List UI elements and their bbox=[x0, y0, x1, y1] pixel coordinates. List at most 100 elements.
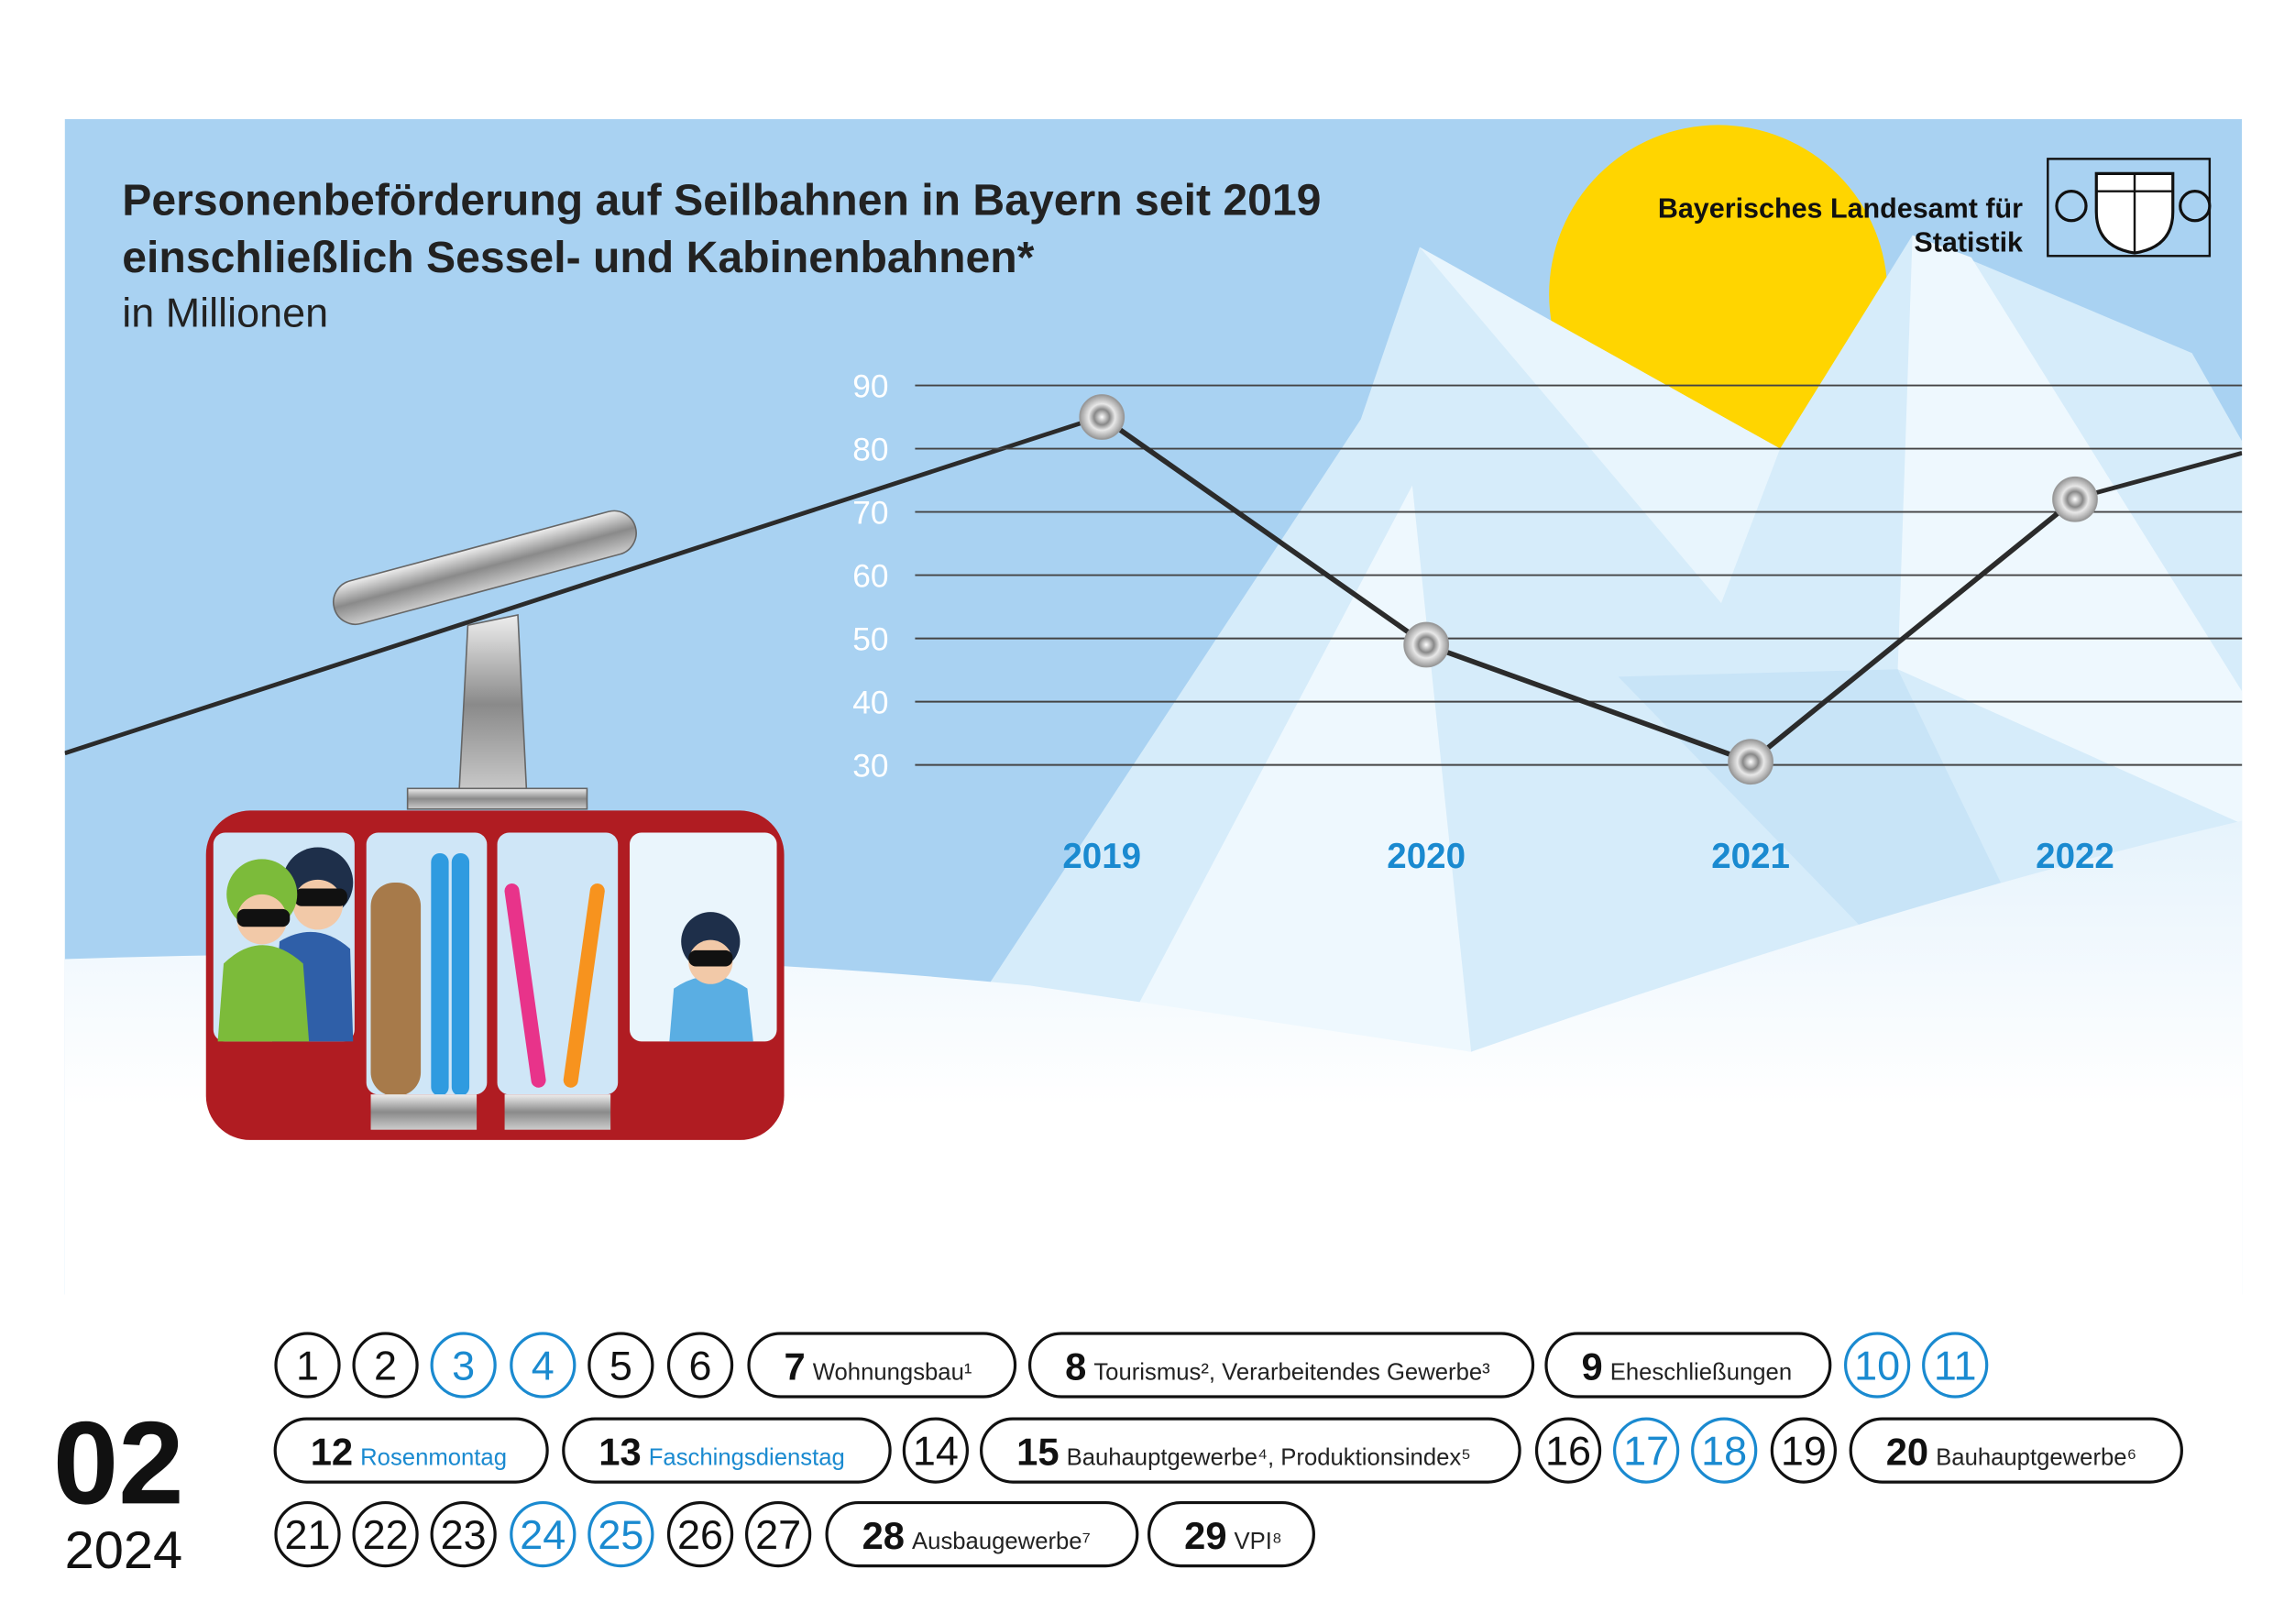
calendar-days: 1 2 3 4 5 6 7 Wohnungsbau¹ 8 Tourismus², Verarbei… bbox=[273, 1332, 2183, 1568]
day-number: 1 bbox=[296, 1343, 319, 1389]
day-label: Bauhauptgewerbe⁶ bbox=[1936, 1445, 2136, 1471]
day-entry: 29 VPI⁸ bbox=[1184, 1514, 1282, 1557]
y-tick-label: 90 bbox=[852, 368, 888, 404]
day-circle bbox=[430, 1332, 497, 1399]
day-entry: 13 Faschingsdienstag bbox=[598, 1431, 844, 1474]
day-circle bbox=[666, 1500, 734, 1568]
day-number: 3 bbox=[452, 1343, 475, 1389]
day-label: Wohnungsbau¹ bbox=[813, 1360, 972, 1386]
day-number: 24 bbox=[520, 1511, 566, 1558]
day-circle bbox=[745, 1500, 812, 1568]
day-pill bbox=[562, 1417, 892, 1484]
day-number: 20 bbox=[1886, 1431, 1928, 1474]
day-pill bbox=[747, 1332, 1017, 1399]
day-circle bbox=[902, 1417, 969, 1484]
logo-text: Statistik bbox=[1914, 226, 2023, 258]
day-pill bbox=[825, 1500, 1139, 1568]
y-tick-label: 40 bbox=[852, 685, 888, 720]
day-circle bbox=[352, 1332, 419, 1399]
day-label: Faschingsdienstag bbox=[649, 1445, 845, 1471]
day-circle bbox=[587, 1332, 654, 1399]
y-tick-label: 60 bbox=[852, 558, 888, 594]
day-number: 16 bbox=[1545, 1428, 1591, 1475]
day-number: 28 bbox=[862, 1514, 905, 1557]
day-circle bbox=[1844, 1332, 1911, 1399]
day-entry: 7 Wohnungsbau¹ bbox=[785, 1345, 972, 1388]
day-number: 10 bbox=[1854, 1343, 1900, 1389]
day-number: 15 bbox=[1016, 1431, 1059, 1474]
day-entry: 28 Ausbaugewerbe⁷ bbox=[862, 1514, 1091, 1557]
day-number: 23 bbox=[441, 1511, 487, 1558]
day-entry: 9 Eheschließungen bbox=[1581, 1345, 1792, 1388]
day-label: Ausbaugewerbe⁷ bbox=[912, 1529, 1091, 1554]
day-number: 18 bbox=[1701, 1428, 1747, 1475]
day-number: 29 bbox=[1184, 1514, 1226, 1557]
unit-label: in Millionen bbox=[122, 289, 328, 335]
day-number: 12 bbox=[311, 1431, 353, 1474]
day-number: 25 bbox=[598, 1511, 643, 1558]
day-number: 14 bbox=[913, 1428, 959, 1475]
day-circle bbox=[510, 1332, 576, 1399]
day-number: 6 bbox=[689, 1343, 712, 1389]
x-tick-label: 2022 bbox=[2036, 837, 2114, 876]
day-entry: 12 Rosenmontag bbox=[311, 1431, 507, 1474]
day-number: 17 bbox=[1623, 1428, 1669, 1475]
day-pill bbox=[1148, 1500, 1315, 1568]
day-label: Eheschließungen bbox=[1610, 1360, 1792, 1386]
logo: Bayerisches Landesamt für Statistik bbox=[1658, 158, 2212, 258]
y-tick-label: 50 bbox=[852, 621, 888, 657]
day-number: 22 bbox=[363, 1511, 409, 1558]
day-circle bbox=[352, 1500, 419, 1568]
day-number: 7 bbox=[785, 1345, 806, 1388]
day-entry: 8 Tourismus², Verarbeitendes Gewerbe³ bbox=[1065, 1345, 1490, 1388]
day-pill bbox=[1027, 1332, 1535, 1399]
month: 02 bbox=[53, 1398, 184, 1529]
day-circle bbox=[430, 1500, 497, 1568]
chart-title: Personenbeförderung auf Seilbahnen in Ba… bbox=[122, 175, 1321, 225]
day-number: 5 bbox=[609, 1343, 632, 1389]
data-point bbox=[1079, 394, 1126, 440]
day-number: 27 bbox=[755, 1511, 801, 1558]
day-label: Tourismus², Verarbeitendes Gewerbe³ bbox=[1093, 1360, 1490, 1386]
day-label: VPI⁸ bbox=[1235, 1529, 1282, 1554]
day-pill bbox=[273, 1417, 549, 1484]
day-circle bbox=[587, 1500, 654, 1568]
day-number: 4 bbox=[532, 1343, 555, 1389]
day-entry: 20 Bauhauptgewerbe⁶ bbox=[1886, 1431, 2136, 1474]
x-tick-label: 2019 bbox=[1062, 837, 1141, 876]
day-label: Bauhauptgewerbe⁴, Produktionsindex⁵ bbox=[1067, 1445, 1471, 1471]
year: 2024 bbox=[65, 1521, 183, 1580]
data-point bbox=[1728, 739, 1773, 785]
x-tick-label: 2020 bbox=[1387, 837, 1466, 876]
day-circle bbox=[1922, 1332, 1989, 1399]
day-label: Rosenmontag bbox=[360, 1445, 507, 1471]
y-tick-label: 80 bbox=[852, 432, 888, 467]
day-number: 19 bbox=[1781, 1428, 1827, 1475]
day-circle bbox=[1691, 1417, 1758, 1484]
day-circle bbox=[1613, 1417, 1680, 1484]
chart-subtitle: einschließlich Sessel- und Kabinenbahnen… bbox=[122, 233, 1034, 282]
data-point bbox=[1403, 621, 1450, 668]
data-point bbox=[2052, 476, 2098, 522]
data-line bbox=[1100, 414, 2077, 764]
chart: 30 40 50 60 70 80 90 2019 2020 2021 2022 bbox=[852, 368, 2243, 876]
day-pill bbox=[1544, 1332, 1832, 1399]
day-number: 9 bbox=[1581, 1345, 1602, 1388]
day-number: 21 bbox=[285, 1511, 331, 1558]
y-tick-label: 70 bbox=[852, 495, 888, 531]
day-number: 26 bbox=[677, 1511, 723, 1558]
day-number: 11 bbox=[1934, 1343, 1977, 1389]
day-number: 13 bbox=[598, 1431, 641, 1474]
day-circle bbox=[510, 1500, 576, 1568]
day-number: 2 bbox=[374, 1343, 397, 1389]
day-pill bbox=[980, 1417, 1521, 1484]
x-tick-label: 2021 bbox=[1711, 837, 1790, 876]
day-pill bbox=[1849, 1417, 2183, 1484]
day-number: 8 bbox=[1065, 1345, 1086, 1388]
day-entry: 15 Bauhauptgewerbe⁴, Produktionsindex⁵ bbox=[1016, 1431, 1471, 1474]
logo-text: Bayerisches Landesamt für bbox=[1658, 193, 2023, 225]
day-circle bbox=[1770, 1417, 1837, 1484]
day-circle bbox=[274, 1500, 341, 1568]
